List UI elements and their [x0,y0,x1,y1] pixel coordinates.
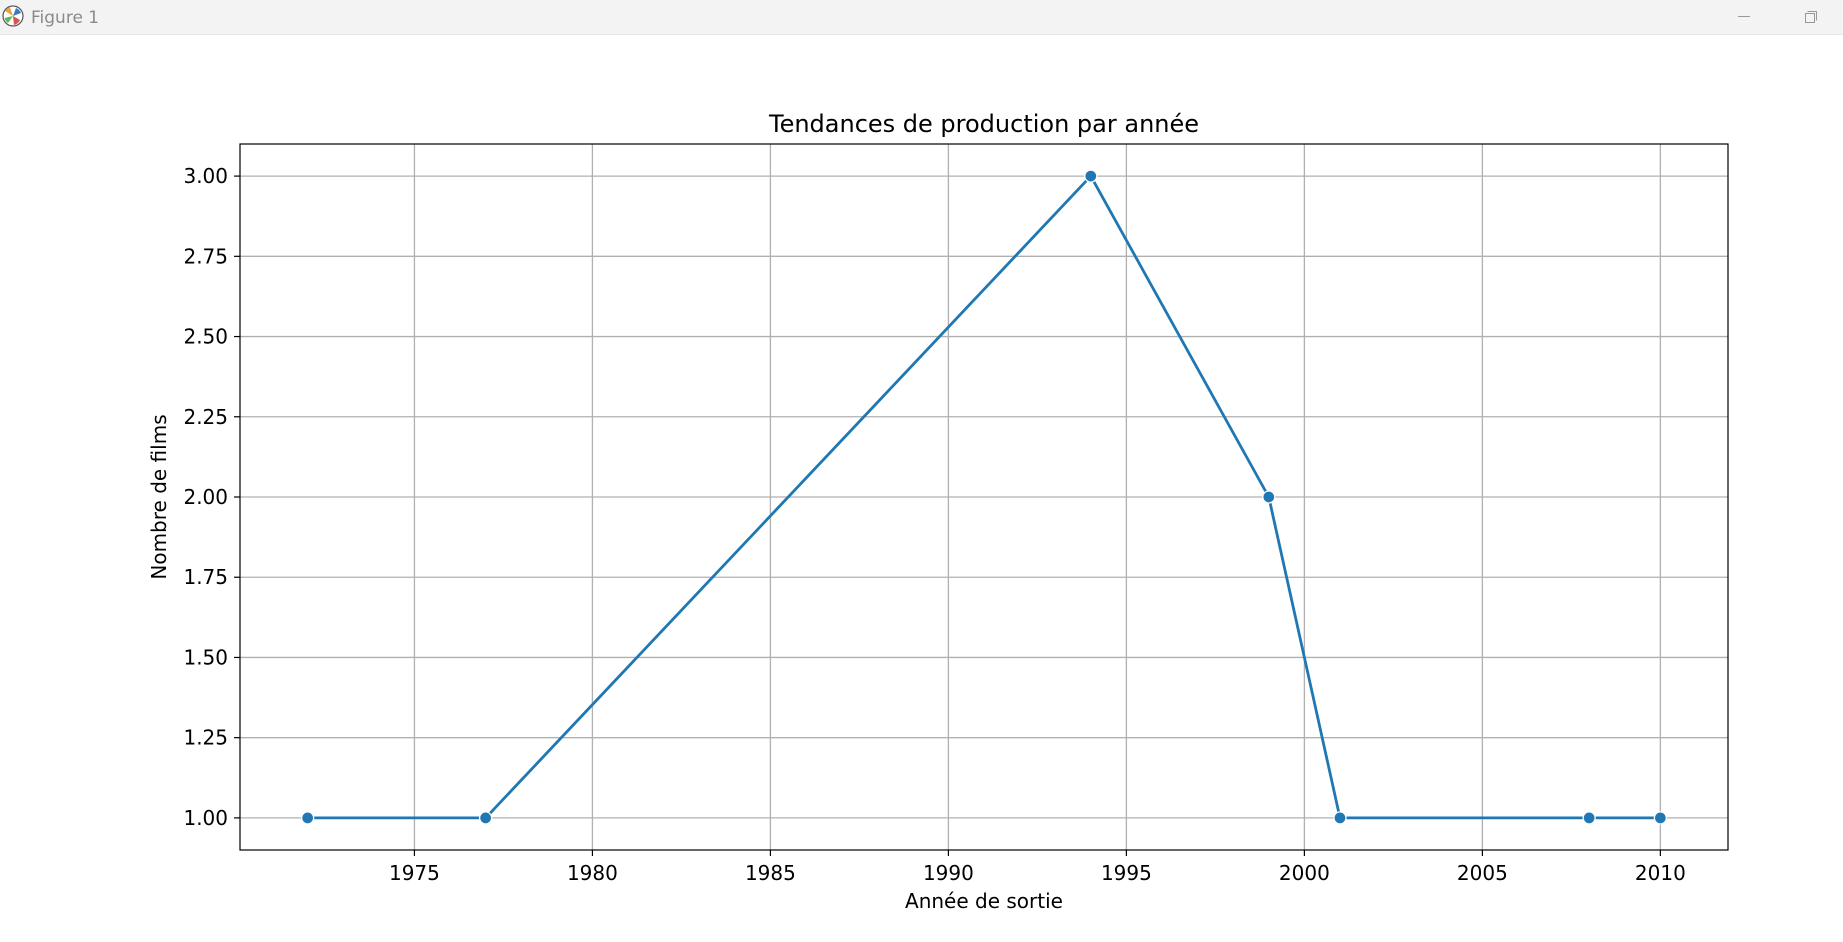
window-title: Figure 1 [31,8,100,28]
y-tick-label: 1.50 [183,645,228,669]
restore-icon [1805,11,1817,23]
chart-figure: 1975 1980 1985 1990 1995 2000 2005 2010 1.00 1.25… [147,110,1729,913]
x-tick-label: 2000 [1279,861,1330,885]
matplotlib-icon [2,5,24,27]
chart-title: Tendances de production par année [768,110,1199,138]
x-tick-label: 1975 [389,861,440,885]
y-tick-label: 2.25 [183,405,228,429]
y-tick-label: 2.50 [183,325,228,349]
y-tick-label: 2.00 [183,485,228,509]
data-point [1653,811,1668,825]
x-tick-label: 1980 [567,861,618,885]
y-tick-label: 1.25 [183,726,228,750]
x-tick-label: 2010 [1635,861,1686,885]
y-tick-label: 1.00 [183,806,228,830]
maximize-button[interactable] [1788,0,1834,34]
data-point [1333,811,1347,825]
y-tick-label: 2.75 [183,244,228,268]
y-tick-label: 1.75 [183,565,228,589]
x-tick-label: 1990 [923,861,974,885]
y-tick-label: 3.00 [183,164,228,188]
minimize-icon [1738,16,1750,17]
data-point [1262,490,1276,504]
data-point [300,811,315,825]
ticks: 1975 1980 1985 1990 1995 2000 2005 2010 1.00 1.25… [183,164,1685,885]
data-point [1084,169,1098,183]
x-tick-label: 1985 [745,861,796,885]
x-axis-label: Année de sortie [905,889,1063,913]
series [300,169,1668,825]
x-tick-label: 2005 [1457,861,1508,885]
data-point [1582,811,1596,825]
data-point [478,811,493,825]
x-tick-label: 1995 [1101,861,1152,885]
y-axis-label: Nombre de films [147,414,171,579]
window-titlebar: Figure 1 [0,0,1843,35]
minimize-button[interactable] [1720,0,1766,34]
grid [240,144,1728,850]
